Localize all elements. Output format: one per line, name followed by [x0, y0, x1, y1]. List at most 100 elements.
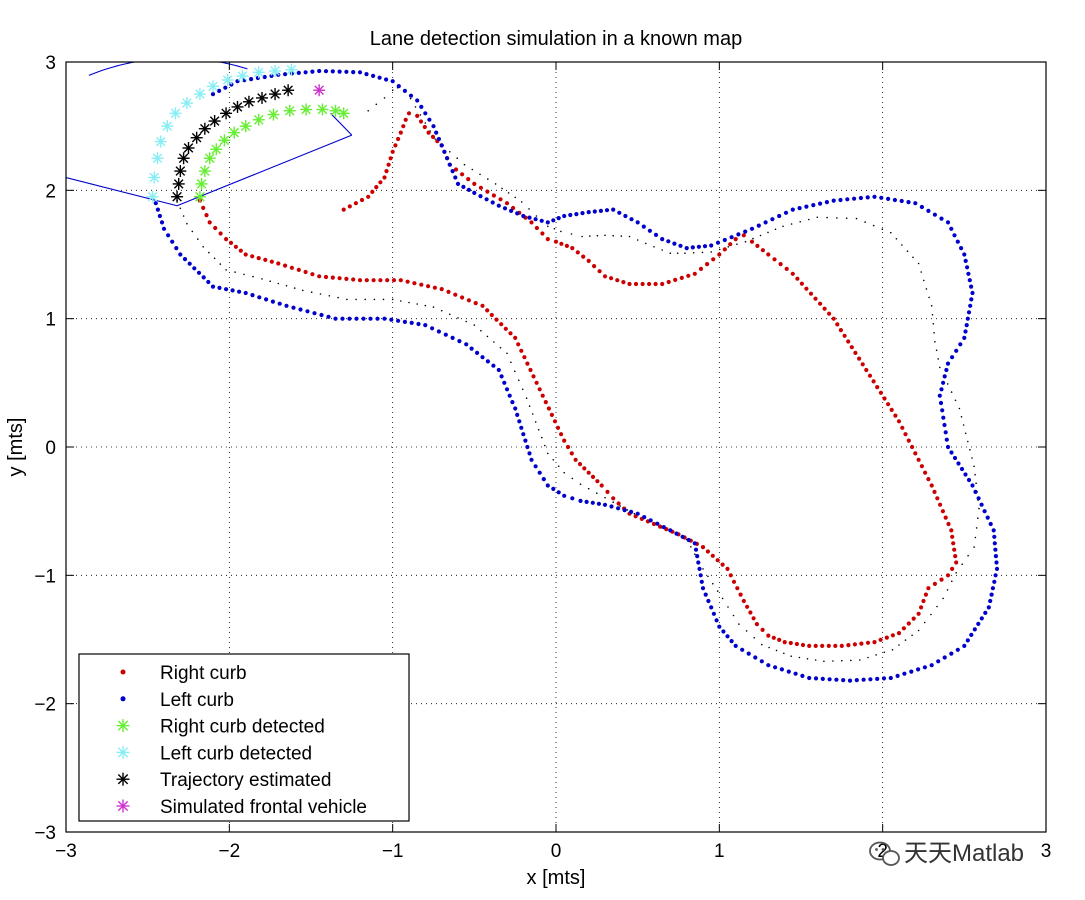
y-tick-label: −3 [34, 823, 56, 844]
centerline-dot [293, 287, 296, 289]
data-point [551, 218, 556, 223]
watermark: 天天Matlab [869, 840, 1024, 867]
data-point [269, 88, 282, 101]
data-point [531, 374, 536, 379]
data-point [680, 534, 685, 539]
centerline-dot [596, 234, 599, 237]
centerline-dot [934, 341, 936, 343]
centerline-dot [707, 575, 709, 578]
data-point [210, 143, 223, 156]
centerline-dot [710, 251, 712, 253]
centerline-dot [619, 505, 621, 507]
data-point [562, 493, 567, 498]
data-point [406, 111, 412, 116]
data-point [842, 333, 847, 338]
data-point [698, 573, 703, 578]
centerline-dot [355, 298, 357, 301]
data-point [895, 673, 900, 679]
data-point [740, 647, 745, 652]
data-point [415, 113, 420, 118]
data-point [922, 665, 928, 670]
centerline-dot [836, 217, 838, 219]
data-point [958, 342, 963, 347]
data-point [963, 329, 968, 334]
centerline-dot [961, 563, 963, 565]
legend-label: Right curb detected [160, 717, 325, 738]
data-point [161, 120, 174, 133]
data-point [932, 212, 938, 217]
data-point [313, 84, 326, 97]
data-point [207, 80, 219, 93]
centerline-dot [179, 207, 182, 210]
data-point [818, 301, 823, 306]
centerline-dot [416, 303, 419, 305]
data-point [929, 483, 934, 488]
data-point [361, 316, 366, 321]
centerline-dot [560, 230, 562, 233]
data-point [146, 190, 159, 203]
data-point [820, 643, 825, 649]
data-point [763, 220, 768, 225]
data-point [627, 281, 632, 287]
data-point [527, 451, 532, 456]
centerline-dot [971, 457, 973, 459]
centerline-dot [930, 305, 933, 307]
data-point [353, 201, 358, 206]
centerline-dot [799, 221, 801, 223]
data-point [970, 483, 975, 488]
centerline-dot [978, 507, 980, 510]
centerline-dot [967, 440, 969, 443]
data-point [818, 201, 823, 206]
data-point [919, 204, 925, 210]
data-point [473, 301, 478, 306]
data-point [174, 246, 179, 251]
data-point [457, 339, 462, 344]
data-point [252, 66, 265, 79]
data-point [790, 207, 795, 212]
data-point [418, 119, 424, 124]
centerline-dot [486, 335, 489, 338]
centerline-dot [604, 234, 606, 237]
centerline-dot [440, 309, 443, 312]
data-point [319, 312, 324, 318]
data-point [549, 412, 555, 417]
data-point [228, 126, 241, 139]
data-point [955, 647, 960, 652]
data-point [555, 425, 561, 430]
data-point [540, 231, 545, 236]
data-point [464, 342, 469, 347]
centerline-dot [367, 110, 370, 112]
data-point [770, 217, 775, 222]
data-point [889, 407, 894, 412]
data-point [562, 438, 567, 443]
data-point [938, 502, 943, 507]
y-tick-label: 1 [45, 310, 56, 331]
centerline-dot [521, 388, 524, 391]
centerline-dot [782, 225, 784, 228]
centerline-dot [958, 407, 961, 410]
data-point [754, 622, 760, 627]
data-point [217, 88, 222, 93]
centerline-dot [400, 300, 402, 302]
centerline-dot [920, 271, 922, 273]
centerline-dot [912, 256, 914, 259]
data-point [460, 295, 465, 300]
data-point [565, 444, 571, 450]
data-point [923, 592, 929, 597]
data-point [926, 477, 931, 482]
data-point [570, 246, 575, 251]
data-point [439, 287, 444, 292]
data-point [513, 406, 518, 411]
data-point [553, 239, 559, 244]
centerline-dot [702, 568, 704, 570]
series-0 [197, 111, 959, 649]
data-point [841, 678, 846, 683]
centerline-dot [544, 444, 546, 447]
data-point [633, 281, 639, 287]
data-point [546, 406, 552, 411]
data-point [890, 633, 896, 638]
data-point [738, 592, 743, 597]
centerline-dot [721, 597, 724, 600]
data-point [942, 655, 947, 660]
data-point [878, 637, 883, 642]
